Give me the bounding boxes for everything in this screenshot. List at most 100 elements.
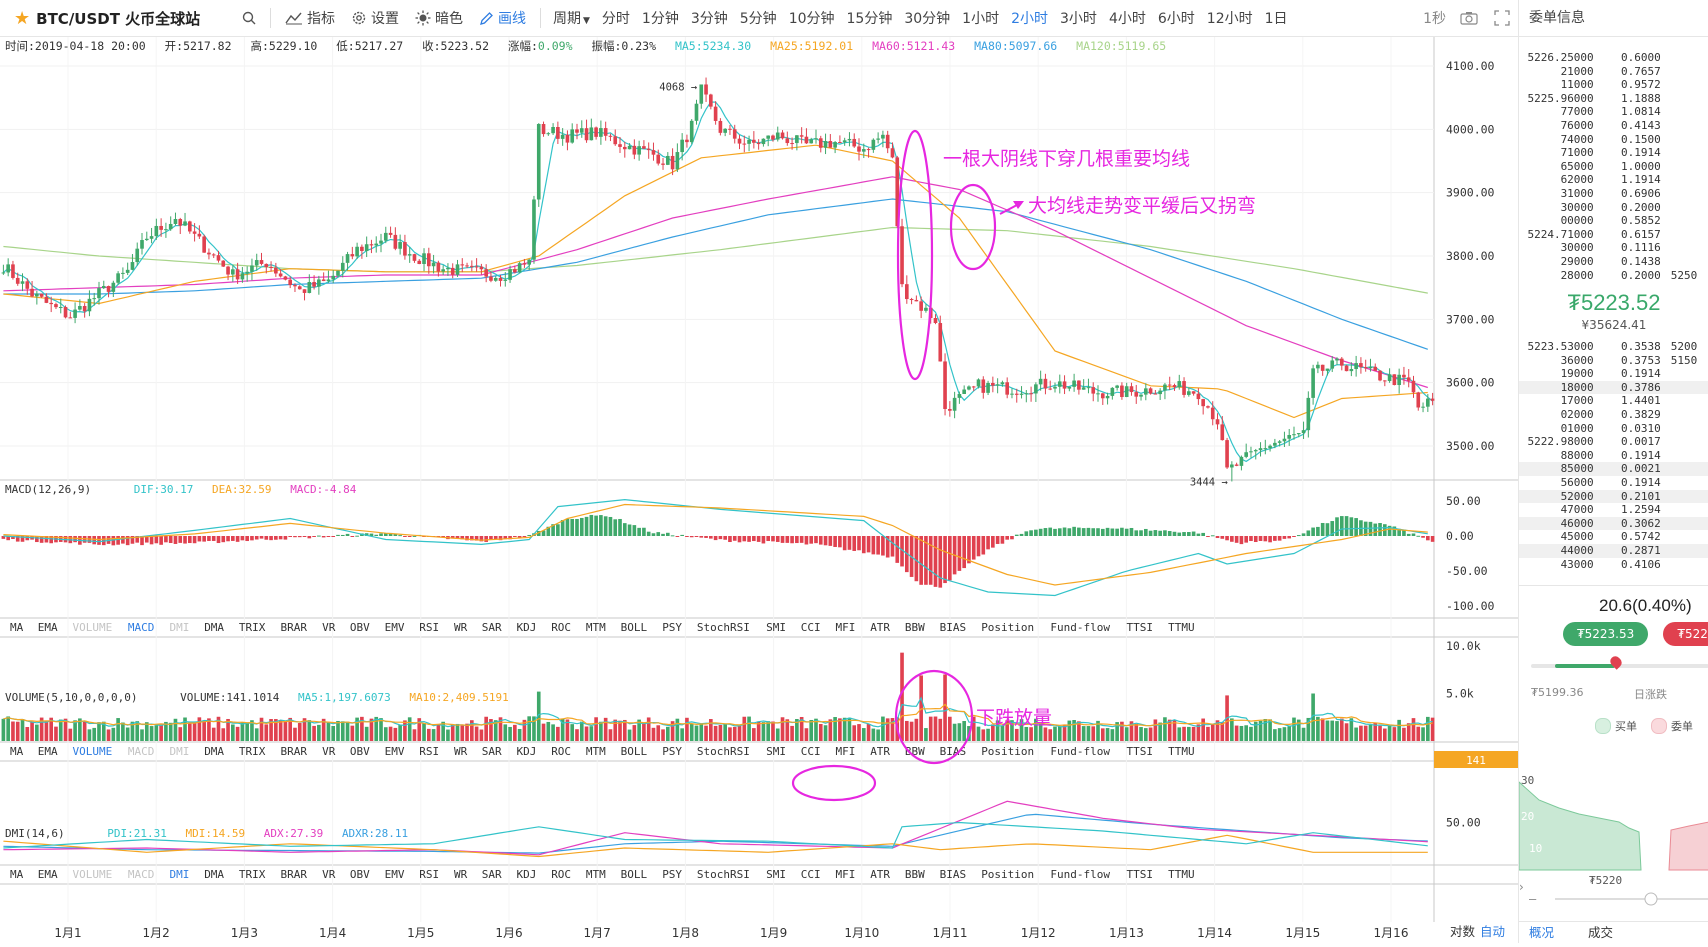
indicator-tab-kdj[interactable]: KDJ bbox=[517, 745, 537, 758]
period-11[interactable]: 6小时 bbox=[1157, 11, 1195, 27]
period-9[interactable]: 3小时 bbox=[1060, 11, 1097, 27]
indicator-tab-bbw[interactable]: BBW bbox=[905, 745, 925, 758]
indicator-tab-wr[interactable]: WR bbox=[454, 868, 468, 881]
indicator-tab-bias[interactable]: BIAS bbox=[940, 621, 967, 634]
indicator-tab-smi[interactable]: SMI bbox=[766, 745, 786, 758]
period-dropdown[interactable]: 周期 ▼ bbox=[553, 8, 590, 28]
indicator-tab-vr[interactable]: VR bbox=[322, 745, 336, 758]
period-1[interactable]: 1分钟 bbox=[641, 11, 679, 27]
indicator-tab-sar[interactable]: SAR bbox=[482, 868, 502, 881]
bid-row[interactable]: 18000 0.3786 bbox=[1519, 380, 1708, 395]
ask-row[interactable]: 30000 0.1116 bbox=[1519, 241, 1708, 255]
ask-row[interactable]: 5226.25000 0.6000 bbox=[1519, 51, 1708, 65]
indicator-tab-dmi[interactable]: DMI bbox=[170, 621, 190, 634]
fullscreen-icon[interactable] bbox=[1494, 10, 1510, 26]
indicator-tab-obv[interactable]: OBV bbox=[350, 745, 370, 758]
indicator-tab-boll[interactable]: BOLL bbox=[621, 868, 648, 881]
indicator-tab-macd[interactable]: MACD bbox=[128, 621, 154, 634]
indicator-tab-vr[interactable]: VR bbox=[322, 621, 336, 634]
indicator-tab-rsi[interactable]: RSI bbox=[419, 621, 439, 634]
indicator-tab-ttmu[interactable]: TTMU bbox=[1168, 621, 1195, 634]
indicator-tab-psy[interactable]: PSY bbox=[662, 621, 682, 634]
indicator-tab-volume[interactable]: VOLUME bbox=[73, 745, 113, 758]
indicator-tab-volume[interactable]: VOLUME bbox=[73, 868, 113, 881]
indicator-tab-mtm[interactable]: MTM bbox=[586, 868, 606, 881]
indicator-tab-cci[interactable]: CCI bbox=[801, 868, 821, 881]
indicator-tab-obv[interactable]: OBV bbox=[350, 621, 370, 634]
ask-row[interactable]: 5225.96000 1.1888 bbox=[1519, 92, 1708, 106]
candlestick-chart[interactable]: 4100.00 4000.00 3900.00 3800.00 3700.00 3600.… bbox=[0, 37, 1518, 943]
indicator-tab-ma[interactable]: MA bbox=[10, 621, 24, 634]
indicator-tab-trix[interactable]: TRIX bbox=[239, 621, 266, 634]
indicator-tab-psy[interactable]: PSY bbox=[662, 868, 682, 881]
period-8[interactable]: 2小时 bbox=[1011, 11, 1049, 27]
indicator-tab-emv[interactable]: EMV bbox=[385, 621, 405, 634]
indicator-tab-dma[interactable]: DMA bbox=[204, 745, 224, 758]
ask-row[interactable]: 21000 0.7657 bbox=[1519, 65, 1708, 79]
indicator-tab-position[interactable]: Position bbox=[981, 745, 1034, 758]
indicator-tab-dmi[interactable]: DMI bbox=[170, 745, 190, 758]
indicator-tab-ttsi[interactable]: TTSI bbox=[1127, 745, 1154, 758]
ask-row[interactable]: 76000 0.4143 bbox=[1519, 119, 1708, 133]
draw-line-button[interactable]: 画线 bbox=[479, 8, 526, 28]
indicator-tab-fund-flow[interactable]: Fund-flow bbox=[1050, 868, 1110, 881]
ask-row[interactable]: 71000 0.1914 bbox=[1519, 146, 1708, 160]
indicator-tabs[interactable]: MA EMA VOLUME MACD DMI DMA TRIX BRAR VR OBV EMV RSI… bbox=[10, 621, 1195, 881]
ask-row[interactable]: 29000 0.1438 bbox=[1519, 255, 1708, 269]
search-icon[interactable] bbox=[242, 11, 256, 25]
indicator-tab-mfi[interactable]: MFI bbox=[836, 745, 856, 758]
indicator-tab-ema[interactable]: EMA bbox=[38, 745, 58, 758]
indicator-tab-smi[interactable]: SMI bbox=[766, 621, 786, 634]
indicator-tab-sar[interactable]: SAR bbox=[482, 621, 502, 634]
auto-scale-toggle[interactable]: 自动 bbox=[1480, 924, 1505, 939]
ask-row[interactable]: 31000 0.6906 bbox=[1519, 187, 1708, 201]
indicator-tab-ema[interactable]: EMA bbox=[38, 621, 58, 634]
ask-row[interactable]: 30000 0.2000 bbox=[1519, 201, 1708, 215]
indicator-tab-bias[interactable]: BIAS bbox=[940, 745, 967, 758]
indicator-tab-mtm[interactable]: MTM bbox=[586, 745, 606, 758]
indicator-tab-macd[interactable]: MACD bbox=[128, 868, 154, 881]
indicator-tab-position[interactable]: Position bbox=[981, 868, 1034, 881]
period-4[interactable]: 10分钟 bbox=[788, 11, 835, 27]
period-5[interactable]: 15分钟 bbox=[846, 11, 893, 27]
indicator-tab-fund-flow[interactable]: Fund-flow bbox=[1050, 745, 1110, 758]
indicator-tab-emv[interactable]: EMV bbox=[385, 745, 405, 758]
bid-row[interactable]: 01000 0.0310 bbox=[1519, 422, 1708, 436]
indicator-tab-smi[interactable]: SMI bbox=[766, 868, 786, 881]
bid-row[interactable]: 46000 0.3062 bbox=[1519, 516, 1708, 531]
chevron-right-icon[interactable]: › bbox=[1519, 880, 1524, 894]
period-2[interactable]: 3分钟 bbox=[690, 11, 728, 27]
screenshot-camera-icon[interactable] bbox=[1460, 11, 1478, 25]
indicator-tab-ema[interactable]: EMA bbox=[38, 868, 58, 881]
period-6[interactable]: 30分钟 bbox=[904, 11, 951, 27]
period-7[interactable]: 1小时 bbox=[962, 11, 1000, 27]
indicator-tab-trix[interactable]: TRIX bbox=[239, 745, 266, 758]
symbol-title[interactable]: ★ BTC/USDT 火币全球站 bbox=[0, 8, 234, 29]
indicator-tab-macd[interactable]: MACD bbox=[128, 745, 154, 758]
bid-row[interactable]: 85000 0.0021 bbox=[1519, 462, 1708, 477]
settings-button[interactable]: 设置 bbox=[351, 8, 399, 28]
tab-overview[interactable]: 概况 bbox=[1529, 925, 1555, 940]
indicator-tab-mfi[interactable]: MFI bbox=[836, 868, 856, 881]
log-scale-toggle[interactable]: 对数 bbox=[1450, 924, 1476, 939]
indicator-tab-kdj[interactable]: KDJ bbox=[517, 621, 537, 634]
dark-mode-button[interactable]: 暗色 bbox=[415, 8, 463, 28]
indicator-tab-atr[interactable]: ATR bbox=[870, 621, 890, 634]
indicator-tab-ttmu[interactable]: TTMU bbox=[1168, 745, 1195, 758]
ask-row[interactable]: 28000 0.2000 5250 bbox=[1519, 269, 1708, 283]
indicator-tab-roc[interactable]: ROC bbox=[551, 621, 571, 634]
indicator-tab-mtm[interactable]: MTM bbox=[586, 621, 606, 634]
bid-row[interactable]: 45000 0.5742 bbox=[1519, 530, 1708, 544]
tab-trades[interactable]: 成交 bbox=[1588, 925, 1614, 940]
ask-row[interactable]: 65000 1.0000 bbox=[1519, 160, 1708, 174]
indicator-tab-rsi[interactable]: RSI bbox=[419, 868, 439, 881]
indicator-tab-bias[interactable]: BIAS bbox=[940, 868, 967, 881]
indicator-tab-brar[interactable]: BRAR bbox=[281, 868, 308, 881]
ask-row[interactable]: 74000 0.1500 bbox=[1519, 133, 1708, 147]
indicator-tab-stochrsi[interactable]: StochRSI bbox=[697, 621, 750, 634]
indicator-tab-dma[interactable]: DMA bbox=[204, 868, 224, 881]
ask-row[interactable]: 5224.71000 0.6157 bbox=[1519, 228, 1708, 242]
indicator-tab-ttmu[interactable]: TTMU bbox=[1168, 868, 1195, 881]
bid-row[interactable]: 17000 1.4401 bbox=[1519, 394, 1708, 408]
indicator-tab-psy[interactable]: PSY bbox=[662, 745, 682, 758]
